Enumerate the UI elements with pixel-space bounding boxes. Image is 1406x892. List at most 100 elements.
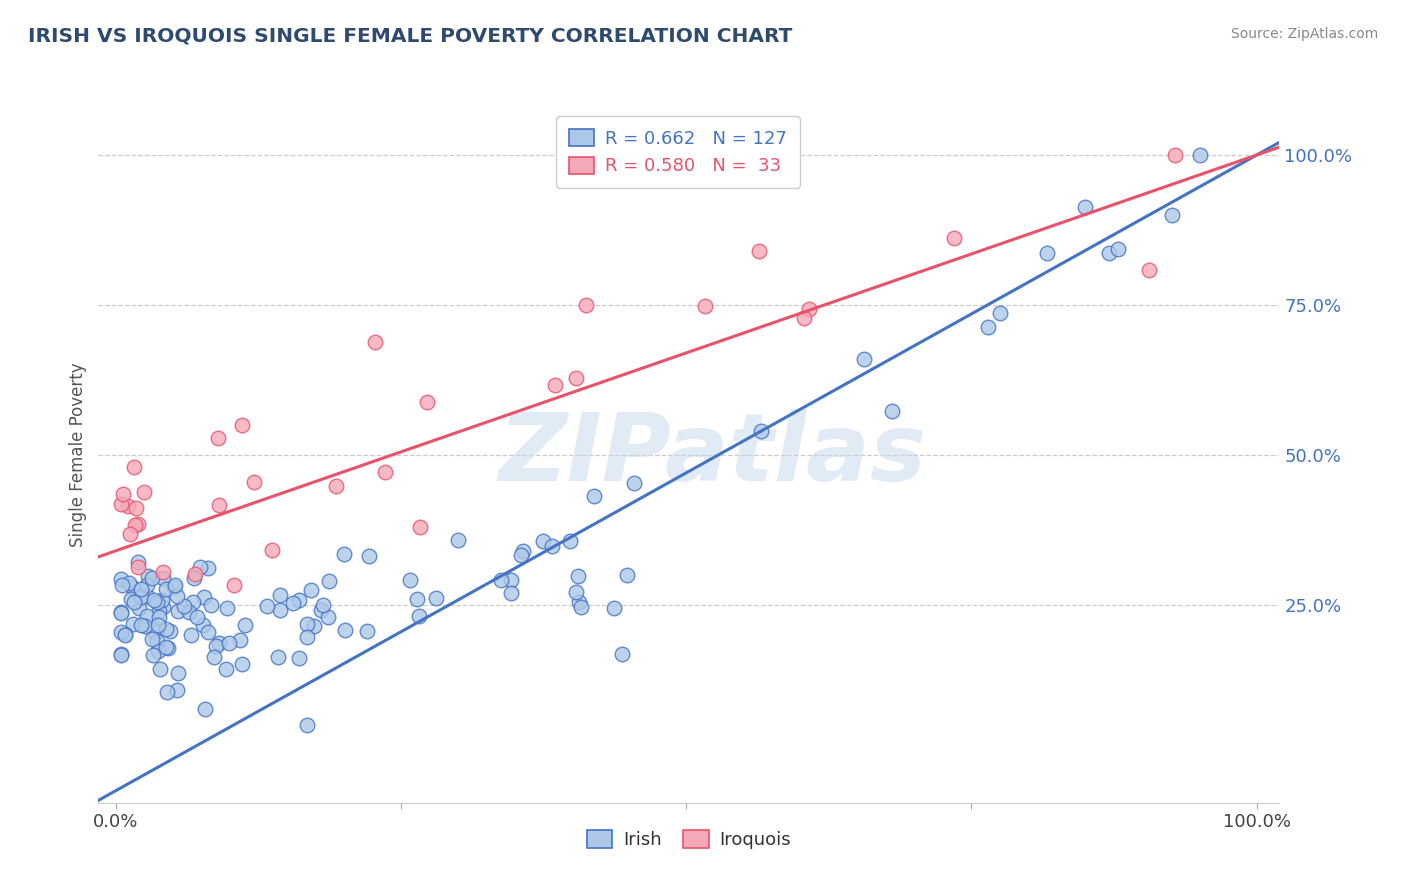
Legend: Irish, Iroquois: Irish, Iroquois (579, 823, 799, 856)
Point (127, 516, 149, 531)
Point (512, 543, 534, 558)
Point (218, 636, 240, 650)
Point (184, 567, 207, 582)
Point (288, 593, 311, 607)
Point (177, 605, 200, 619)
Point (224, 578, 246, 592)
Point (114, 628, 136, 642)
Point (136, 578, 159, 592)
Point (148, 604, 170, 618)
Point (1098, 245, 1121, 260)
Point (575, 298, 598, 312)
Point (142, 592, 165, 607)
Point (582, 489, 605, 503)
Point (281, 596, 304, 610)
Point (110, 497, 132, 511)
Point (194, 702, 217, 716)
Point (229, 633, 252, 648)
Point (1161, 208, 1184, 222)
Point (408, 520, 430, 534)
Point (333, 624, 356, 638)
Point (155, 582, 177, 596)
Point (150, 593, 173, 607)
Point (616, 568, 638, 582)
Point (398, 573, 420, 587)
Point (152, 565, 174, 579)
Point (136, 590, 159, 604)
Point (163, 580, 186, 594)
Point (569, 600, 592, 615)
Point (302, 619, 325, 633)
Point (267, 650, 290, 665)
Point (356, 624, 378, 638)
Point (242, 475, 264, 490)
Point (880, 404, 903, 418)
Point (117, 499, 139, 513)
Point (309, 602, 332, 616)
Point (565, 371, 588, 385)
Point (499, 586, 522, 600)
Point (152, 571, 174, 585)
Point (155, 622, 177, 636)
Point (988, 306, 1011, 320)
Point (202, 650, 225, 665)
Point (215, 662, 238, 676)
Point (110, 605, 132, 619)
Point (408, 608, 430, 623)
Point (316, 609, 339, 624)
Point (183, 595, 205, 609)
Point (1188, 148, 1211, 162)
Point (364, 335, 387, 350)
Point (942, 231, 965, 245)
Point (489, 573, 512, 587)
Point (197, 561, 219, 575)
Point (114, 627, 136, 641)
Point (110, 606, 132, 620)
Point (122, 594, 145, 608)
Point (129, 617, 152, 632)
Point (565, 585, 588, 599)
Point (141, 571, 163, 585)
Point (121, 580, 143, 594)
Point (541, 539, 564, 553)
Point (159, 624, 181, 638)
Point (231, 657, 253, 672)
Point (269, 603, 291, 617)
Text: IRISH VS IROQUOIS SINGLE FEMALE POVERTY CORRELATION CHART: IRISH VS IROQUOIS SINGLE FEMALE POVERTY … (28, 27, 793, 45)
Point (204, 639, 226, 653)
Point (134, 619, 156, 633)
Point (1107, 243, 1129, 257)
Point (501, 573, 523, 587)
Point (110, 572, 132, 586)
Point (447, 533, 470, 547)
Point (129, 582, 152, 596)
Point (405, 592, 427, 607)
Point (111, 578, 134, 592)
Point (131, 591, 153, 605)
Point (156, 685, 179, 699)
Point (208, 498, 231, 512)
Point (155, 640, 177, 654)
Point (568, 595, 591, 609)
Text: ZIPatlas: ZIPatlas (499, 409, 927, 501)
Point (425, 591, 447, 605)
Point (110, 648, 132, 662)
Point (1137, 262, 1160, 277)
Point (128, 600, 150, 615)
Point (122, 460, 145, 475)
Point (853, 351, 876, 366)
Point (180, 628, 202, 642)
Point (1036, 246, 1059, 260)
Point (610, 647, 633, 661)
Y-axis label: Single Female Poverty: Single Female Poverty (69, 363, 87, 547)
Point (359, 549, 381, 563)
Point (197, 625, 219, 640)
Point (135, 609, 157, 624)
Point (110, 648, 132, 662)
Point (166, 682, 188, 697)
Point (976, 319, 998, 334)
Point (173, 599, 195, 613)
Point (287, 650, 309, 665)
Point (751, 425, 773, 439)
Point (167, 665, 190, 680)
